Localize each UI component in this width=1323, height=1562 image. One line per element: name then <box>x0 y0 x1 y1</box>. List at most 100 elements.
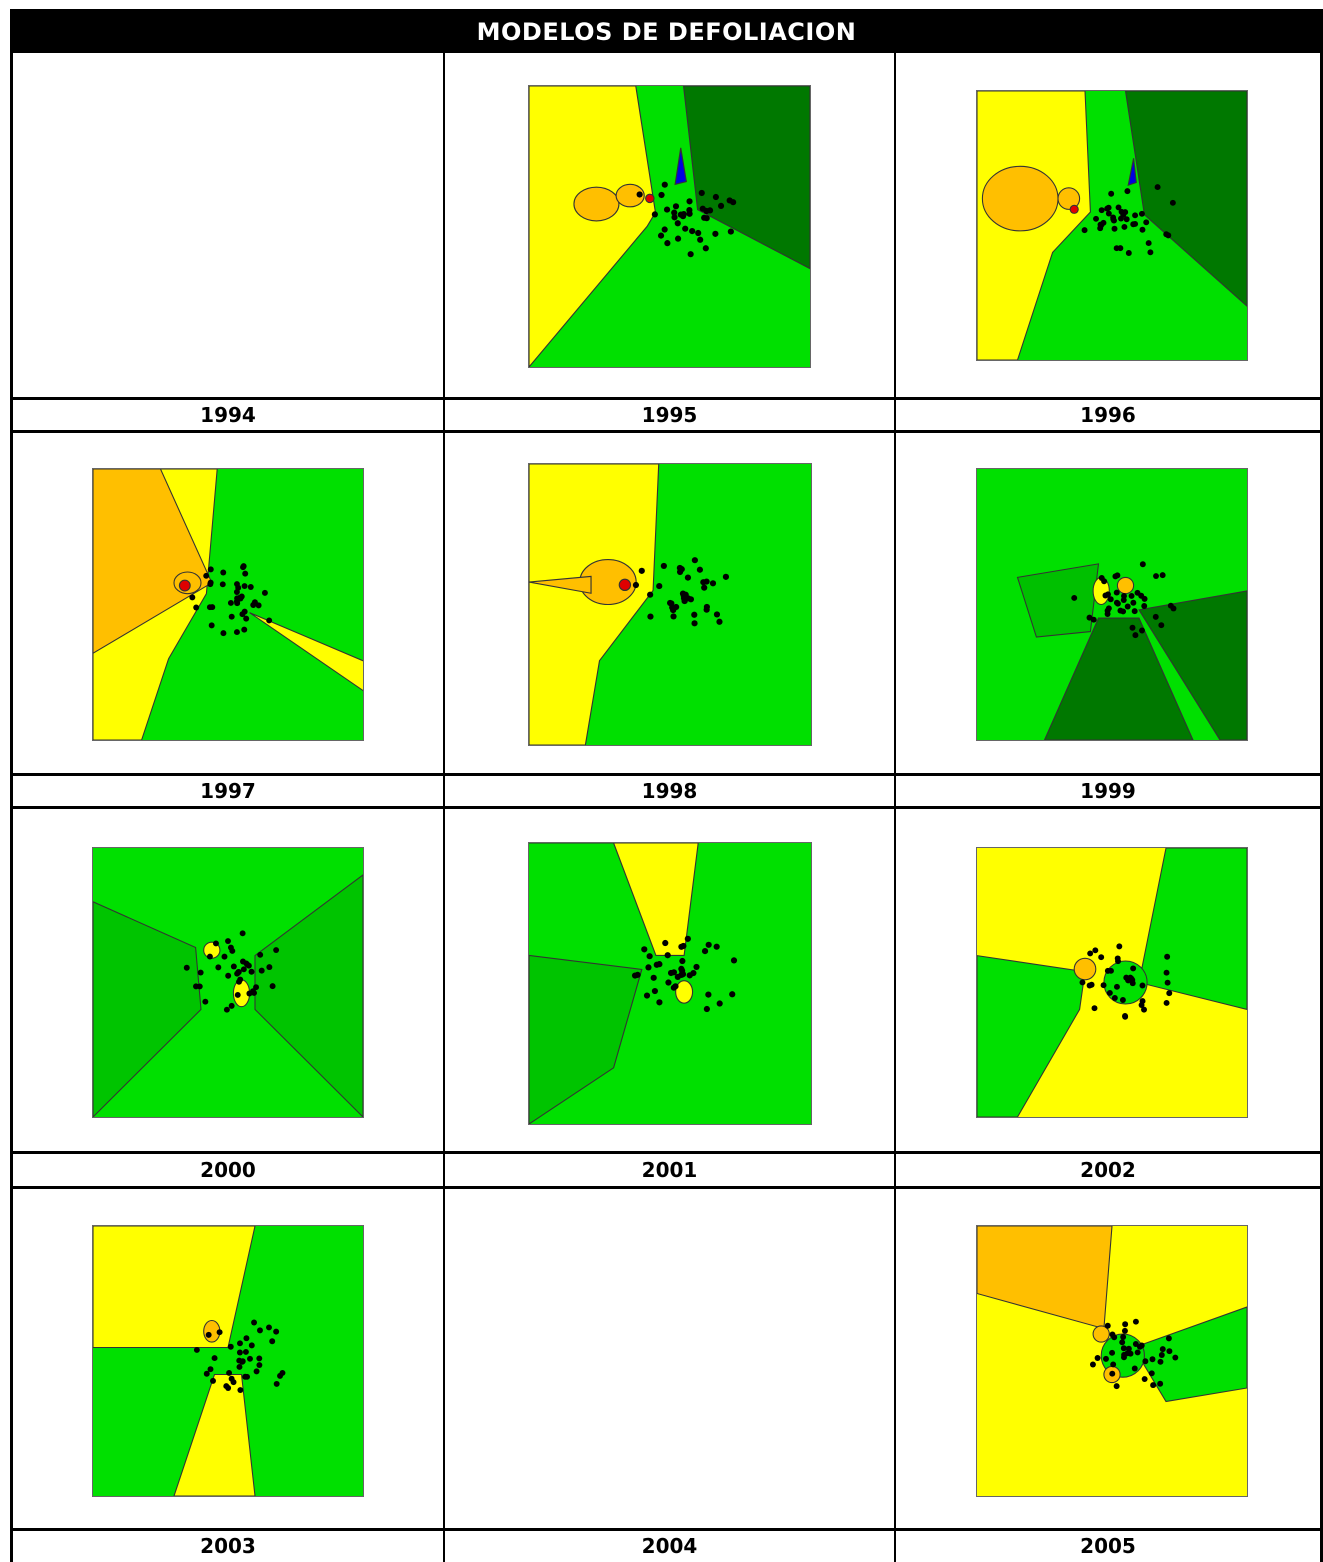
sample-point <box>700 579 707 586</box>
sample-point <box>1128 592 1135 599</box>
sample-point <box>234 595 241 602</box>
sample-point <box>656 582 663 590</box>
border-right <box>1320 9 1323 1562</box>
sample-point <box>223 1006 230 1013</box>
sample-point <box>1088 981 1095 988</box>
sample-point <box>1108 190 1115 197</box>
sample-point <box>1093 215 1099 222</box>
sample-point <box>730 199 737 206</box>
sample-point <box>677 211 684 218</box>
sample-point <box>1130 221 1137 228</box>
sample-point <box>660 562 667 570</box>
sample-point <box>701 948 709 955</box>
sample-point <box>1142 1358 1149 1365</box>
sample-point <box>697 236 704 243</box>
sample-point <box>1141 1376 1148 1383</box>
sample-point <box>256 1355 263 1362</box>
zone-blob <box>615 183 645 208</box>
zone-polygon <box>529 954 643 1124</box>
sample-point <box>1128 975 1135 982</box>
sample-point <box>227 1343 234 1350</box>
year-label-1998: 1998 <box>641 779 698 803</box>
sample-point <box>691 611 698 618</box>
sample-point <box>678 965 685 972</box>
sample-point <box>266 1324 272 1331</box>
sample-point <box>1109 1370 1116 1377</box>
sample-point <box>240 563 247 570</box>
sample-point <box>671 209 678 216</box>
zone-polygon <box>529 575 592 594</box>
defoliation-map-2003 <box>92 1225 364 1497</box>
sample-point <box>1124 188 1131 195</box>
year-label-2004: 2004 <box>641 1534 698 1558</box>
sample-point <box>1120 1333 1127 1340</box>
sample-point <box>1105 605 1112 612</box>
sample-point <box>727 228 734 235</box>
zone-polygon <box>1016 563 1100 638</box>
sample-point <box>1139 561 1146 568</box>
sample-point <box>234 991 241 998</box>
sample-point <box>647 591 654 598</box>
sample-point <box>1103 1355 1109 1362</box>
sample-point <box>251 1319 258 1326</box>
sample-point <box>234 970 241 977</box>
sample-point <box>1110 216 1117 223</box>
sample-point <box>686 198 693 205</box>
sample-point <box>703 215 710 222</box>
map-graphic <box>977 91 1247 360</box>
sample-point <box>1098 207 1105 214</box>
sample-point <box>1132 212 1139 219</box>
sample-point <box>636 191 643 198</box>
sample-point <box>678 971 685 979</box>
zone-polygon <box>977 955 1086 1117</box>
sample-point <box>1092 947 1099 954</box>
sample-point <box>686 210 693 217</box>
sample-point <box>233 629 240 636</box>
year-label-2003: 2003 <box>200 1534 256 1558</box>
sample-point <box>1166 990 1173 997</box>
zone-polygon <box>173 1373 256 1496</box>
sample-point <box>238 1358 245 1365</box>
sample-point <box>255 602 262 609</box>
border-title-bottom <box>10 50 1323 53</box>
sample-point <box>223 1383 230 1390</box>
sample-point <box>261 589 268 596</box>
sample-point <box>676 564 683 572</box>
sample-point <box>705 941 712 948</box>
sample-point <box>651 987 659 995</box>
sample-point <box>212 940 219 947</box>
defoliation-map-1997 <box>92 468 364 741</box>
sample-point <box>1116 943 1123 950</box>
sample-point <box>716 618 723 625</box>
sample-point <box>1110 1361 1117 1368</box>
sample-point <box>226 1369 233 1376</box>
sample-point <box>207 579 214 586</box>
zone-polygon <box>529 86 657 367</box>
sample-point <box>1107 596 1114 603</box>
sample-point <box>1159 572 1166 579</box>
sample-point <box>1111 225 1118 232</box>
year-label-1997: 1997 <box>200 779 256 803</box>
sample-point <box>253 1368 260 1375</box>
sample-point <box>258 967 265 974</box>
sample-point <box>203 1370 210 1377</box>
zone-polygon <box>1138 848 1247 1010</box>
sample-point <box>215 964 222 971</box>
sample-point <box>247 584 254 591</box>
sample-point <box>273 947 280 954</box>
sample-point <box>279 1369 286 1376</box>
zone-blob <box>981 165 1059 232</box>
sample-point <box>248 968 255 975</box>
sample-point <box>1130 599 1137 606</box>
sample-point <box>643 992 651 999</box>
sample-point <box>664 240 671 247</box>
zone-polygon <box>674 147 687 186</box>
sample-point <box>1165 1335 1172 1342</box>
sample-point <box>228 1002 235 1009</box>
zone-blob <box>1057 187 1081 210</box>
sample-point <box>273 1380 280 1387</box>
zone-blob <box>178 579 191 592</box>
sample-point <box>233 589 240 595</box>
sample-point <box>1139 982 1146 989</box>
